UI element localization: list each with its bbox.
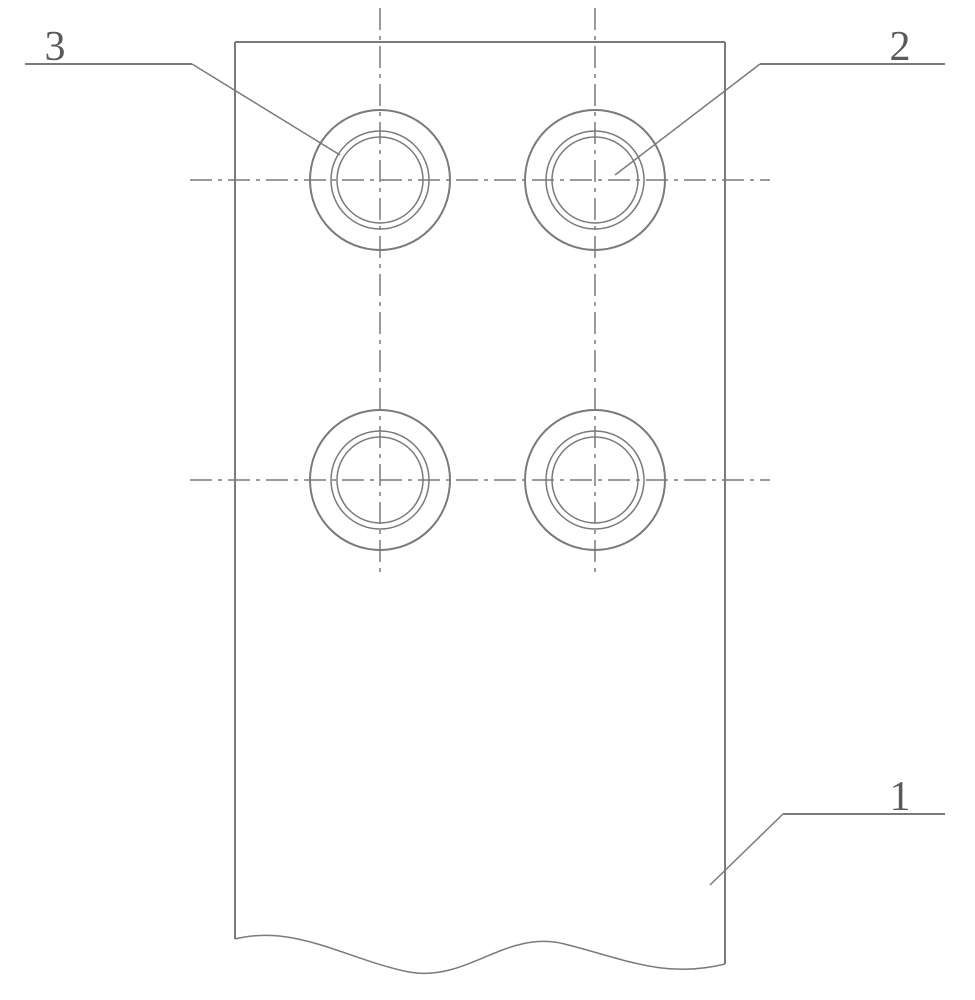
svg-text:2: 2 bbox=[890, 24, 911, 70]
svg-text:3: 3 bbox=[45, 24, 66, 70]
svg-text:1: 1 bbox=[890, 774, 911, 820]
